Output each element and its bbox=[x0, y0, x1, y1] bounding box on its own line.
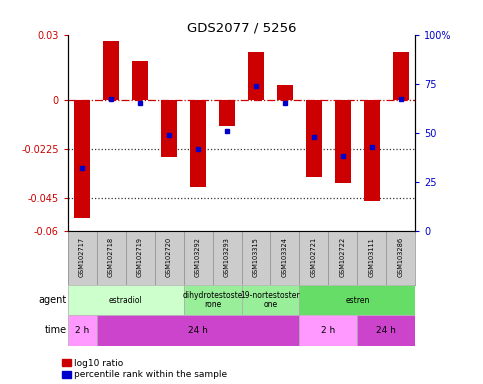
Bar bbox=[248, 52, 264, 100]
Text: time: time bbox=[45, 325, 67, 335]
Text: 19-nortestoster
one: 19-nortestoster one bbox=[241, 291, 300, 309]
Bar bbox=[335, 100, 351, 183]
Text: GDS2077 / 5256: GDS2077 / 5256 bbox=[187, 21, 296, 34]
Text: agent: agent bbox=[39, 295, 67, 305]
Text: GSM102720: GSM102720 bbox=[166, 237, 172, 277]
Bar bbox=[103, 41, 119, 100]
Text: GSM103324: GSM103324 bbox=[282, 237, 288, 277]
Text: GSM102721: GSM102721 bbox=[311, 237, 317, 277]
Text: GSM102719: GSM102719 bbox=[137, 237, 143, 277]
Bar bbox=[190, 100, 206, 187]
Text: estradiol: estradiol bbox=[109, 296, 142, 305]
Bar bbox=[364, 100, 380, 200]
Bar bbox=[393, 52, 409, 100]
Text: 24 h: 24 h bbox=[188, 326, 208, 335]
Text: 24 h: 24 h bbox=[376, 326, 397, 335]
Bar bbox=[161, 100, 177, 157]
Text: GSM103111: GSM103111 bbox=[369, 237, 375, 277]
Bar bbox=[277, 85, 293, 100]
Text: GSM103286: GSM103286 bbox=[398, 237, 404, 277]
Bar bbox=[299, 315, 357, 346]
Legend: log10 ratio, percentile rank within the sample: log10 ratio, percentile rank within the … bbox=[62, 359, 227, 379]
Text: 2 h: 2 h bbox=[75, 326, 89, 335]
Bar bbox=[299, 285, 415, 315]
Text: 2 h: 2 h bbox=[321, 326, 336, 335]
Bar bbox=[68, 285, 184, 315]
Text: GSM102718: GSM102718 bbox=[108, 237, 114, 277]
Text: GSM103293: GSM103293 bbox=[224, 237, 230, 277]
Text: GSM103292: GSM103292 bbox=[195, 237, 201, 277]
Bar bbox=[184, 285, 242, 315]
Text: GSM102722: GSM102722 bbox=[340, 237, 346, 277]
Text: dihydrotestoste
rone: dihydrotestoste rone bbox=[183, 291, 242, 309]
Bar bbox=[68, 315, 97, 346]
Text: GSM103315: GSM103315 bbox=[253, 237, 259, 277]
Bar bbox=[242, 285, 299, 315]
Bar bbox=[219, 100, 235, 126]
Text: GSM102717: GSM102717 bbox=[79, 237, 85, 277]
Bar bbox=[357, 315, 415, 346]
Bar bbox=[97, 315, 299, 346]
Bar bbox=[132, 61, 148, 100]
Bar bbox=[306, 100, 322, 177]
Bar bbox=[74, 100, 90, 218]
Text: estren: estren bbox=[345, 296, 369, 305]
